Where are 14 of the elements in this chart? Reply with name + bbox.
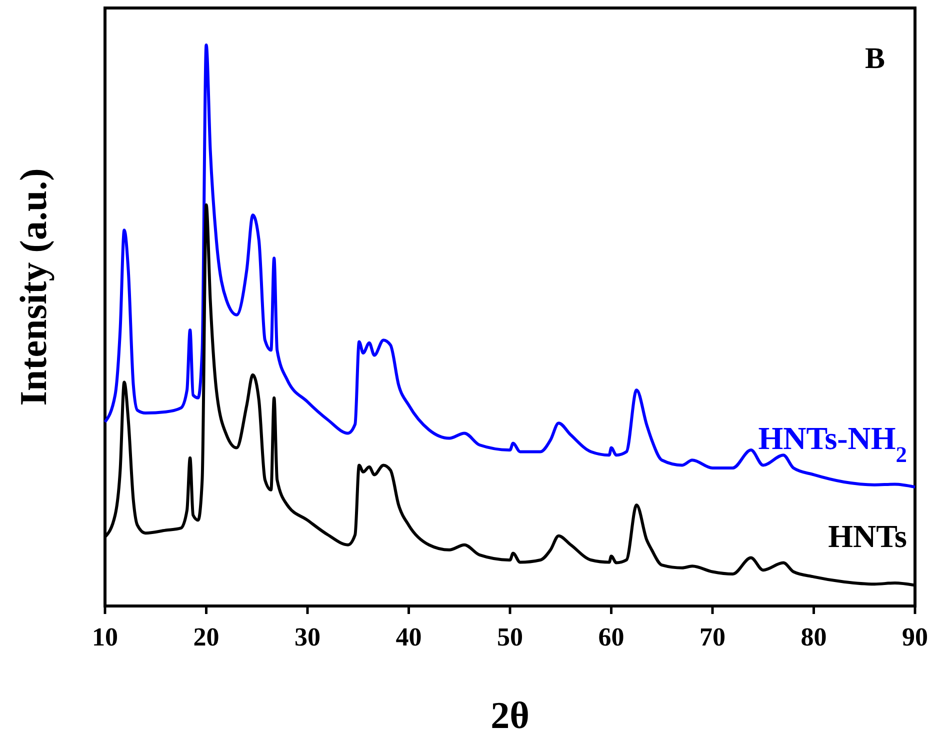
y-axis-title: Intensity (a.u.): [13, 168, 55, 406]
x-tick-label: 50: [497, 622, 523, 652]
x-tick-label: 10: [92, 622, 118, 652]
annotation: B: [864, 42, 886, 75]
x-tick-label: 70: [700, 622, 726, 652]
x-tick-label: 30: [294, 622, 320, 652]
x-tick-label: 60: [598, 622, 624, 652]
x-tick-label: 90: [902, 622, 928, 652]
x-tick-label: 20: [193, 622, 220, 652]
x-tick-label: 80: [800, 622, 827, 652]
x-axis-title: 2θ: [490, 695, 530, 737]
series-label: HNTs-NH$_{2}$: [758, 420, 907, 467]
x-tick-label: 40: [396, 622, 422, 652]
series-label: HNTs: [828, 518, 907, 554]
